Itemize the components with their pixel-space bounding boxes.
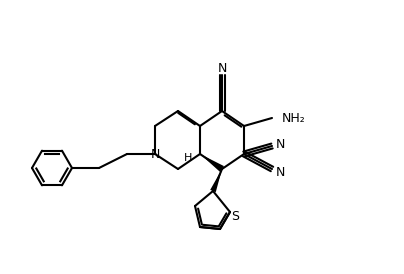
- Text: NH₂: NH₂: [282, 112, 306, 124]
- Text: N: N: [150, 147, 160, 161]
- Text: N: N: [275, 138, 285, 150]
- Text: H: H: [184, 153, 192, 163]
- Text: N: N: [217, 62, 227, 76]
- Text: S: S: [231, 210, 239, 224]
- Polygon shape: [210, 169, 222, 192]
- Text: N: N: [275, 165, 285, 178]
- Polygon shape: [200, 154, 224, 172]
